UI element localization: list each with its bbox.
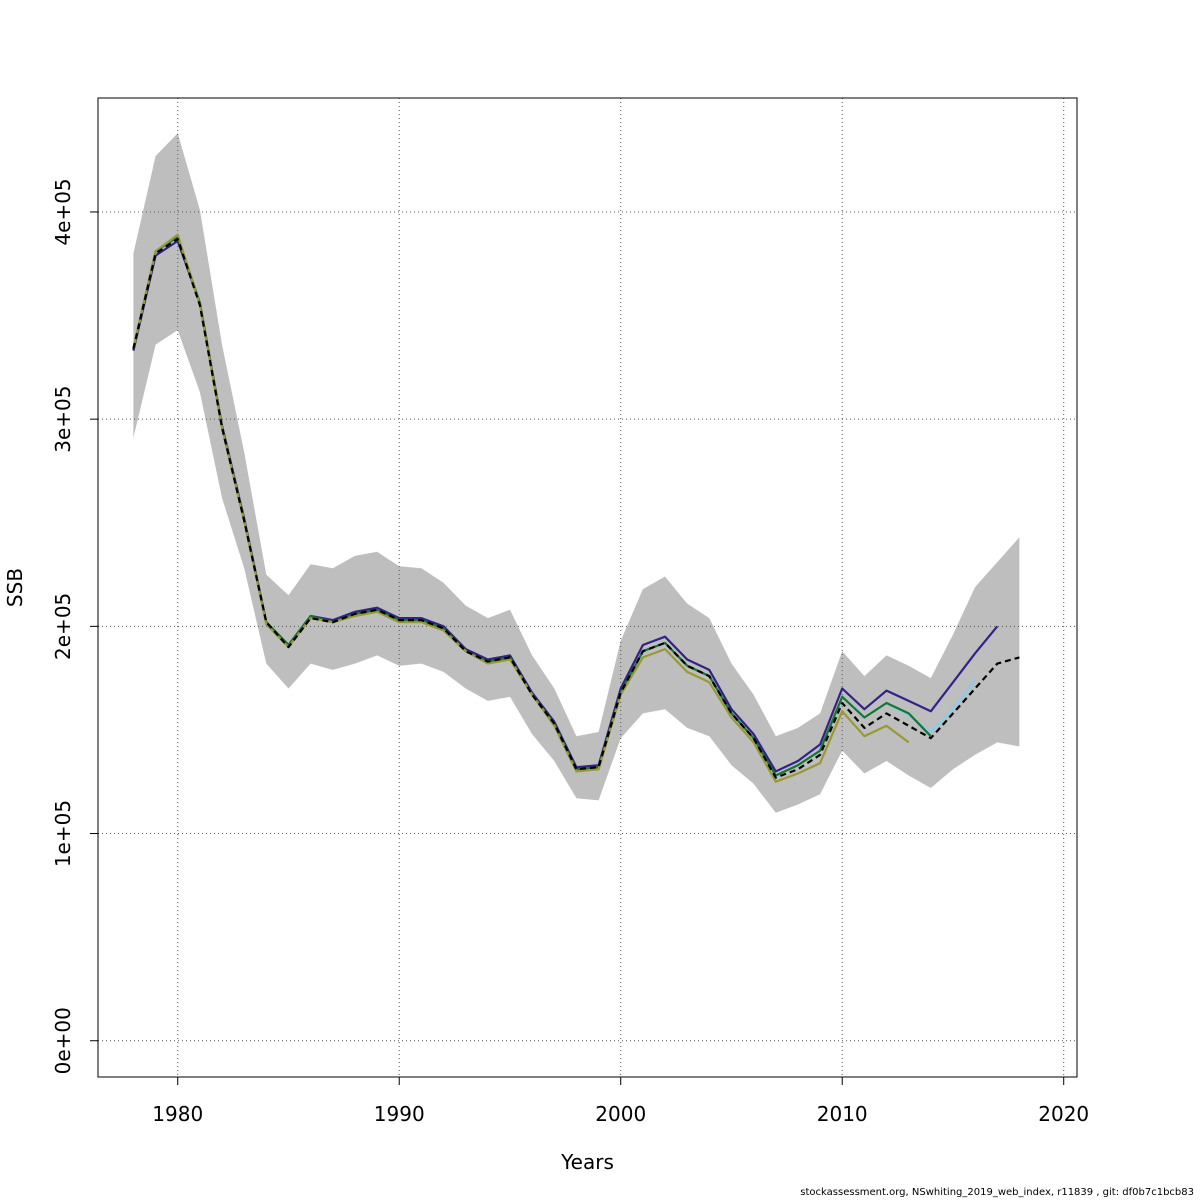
x-tick-label: 2010: [817, 1102, 868, 1126]
y-tick-label: 1e+05: [51, 800, 75, 867]
x-tick-label: 1980: [152, 1102, 203, 1126]
confidence-band-layer: [133, 133, 1020, 813]
y-tick-label: 4e+05: [51, 178, 75, 245]
y-axis-title: SSB: [3, 568, 27, 607]
y-tick-label: 2e+05: [51, 593, 75, 660]
x-tick-label: 2000: [595, 1102, 646, 1126]
footer-credit: stockassessment.org, NSwhiting_2019_web_…: [800, 1187, 1194, 1198]
x-axis-title: Years: [560, 1150, 614, 1174]
x-tick-label: 1990: [374, 1102, 425, 1126]
x-tick-label: 2020: [1038, 1102, 1089, 1126]
series-line-5: [132, 237, 1020, 779]
y-tick-label: 3e+05: [51, 386, 75, 453]
grid-layer: [98, 98, 1077, 1077]
confidence-band: [133, 133, 1020, 813]
y-tick-label: 0e+00: [51, 1007, 75, 1074]
series-layer: [132, 233, 1020, 783]
axis-layer: 1980 1990 2000 2010 2020 0e+00 1e+05 2e+05 3e+05…: [51, 178, 1089, 1126]
plot-frame: [97, 97, 1078, 1078]
